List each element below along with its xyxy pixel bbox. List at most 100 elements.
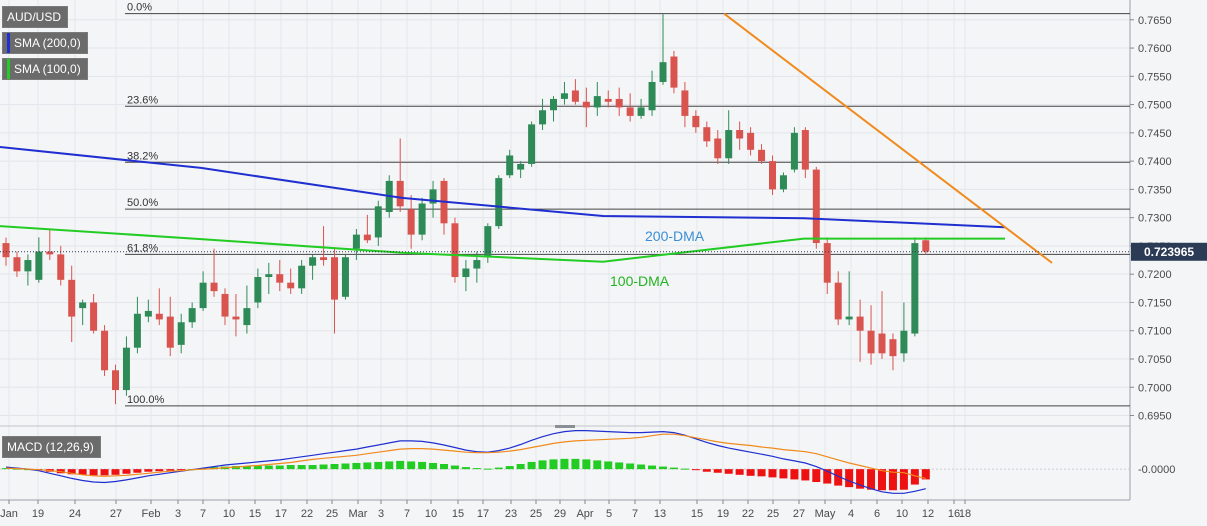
candle-body bbox=[823, 243, 831, 283]
x-tick-label: 19 bbox=[32, 508, 44, 520]
macd-histogram-bar bbox=[626, 463, 635, 470]
macd-histogram-bar bbox=[67, 469, 76, 475]
macd-histogram-bar bbox=[494, 467, 503, 470]
macd-histogram-bar bbox=[910, 469, 919, 485]
candle-body bbox=[604, 98, 612, 102]
symbol-text: AUD/USD bbox=[7, 10, 62, 24]
x-tick-label: 18 bbox=[959, 508, 971, 520]
sma200-legend: SMA (200,0) bbox=[2, 32, 88, 54]
macd-histogram-bar bbox=[144, 469, 153, 472]
x-tick-label: 13 bbox=[654, 508, 666, 520]
candle-body bbox=[834, 282, 842, 320]
x-tick-label: 7 bbox=[200, 508, 206, 520]
candle-body bbox=[46, 251, 54, 255]
macd-histogram-bar bbox=[264, 465, 273, 470]
fib-level-label: 50.0% bbox=[127, 197, 158, 209]
candle-body bbox=[133, 313, 141, 348]
macd-histogram-bar bbox=[122, 469, 131, 474]
candle-body bbox=[714, 138, 722, 159]
macd-histogram-bar bbox=[648, 465, 657, 470]
x-tick-label: 19 bbox=[717, 508, 729, 520]
sma200-legend-text: SMA (200,0) bbox=[14, 36, 81, 50]
y-tick-label: 0.7300 bbox=[1138, 213, 1172, 225]
candle-body bbox=[418, 203, 426, 235]
x-tick-label: 17 bbox=[275, 508, 287, 520]
candle-body bbox=[539, 110, 547, 125]
y-tick-label: 0.7200 bbox=[1138, 269, 1172, 281]
candle-body bbox=[331, 257, 338, 300]
candle-body bbox=[484, 226, 492, 258]
macd-histogram-bar bbox=[308, 465, 317, 470]
candle-body bbox=[68, 279, 76, 317]
macd-histogram-bar bbox=[823, 469, 832, 484]
y-tick-label: 0.7500 bbox=[1138, 100, 1172, 112]
macd-histogram-bar bbox=[363, 462, 372, 470]
candle-body bbox=[736, 130, 744, 139]
candle-body bbox=[112, 370, 119, 391]
dma200-line bbox=[0, 146, 1006, 229]
x-tick-label: Feb bbox=[142, 508, 161, 520]
candle-body bbox=[758, 149, 766, 162]
macd-histogram-bar bbox=[582, 459, 591, 470]
candle-body bbox=[407, 209, 415, 235]
candle-body bbox=[681, 90, 689, 116]
y-tick-label: 0.7650 bbox=[1138, 15, 1172, 27]
macd-histogram-bar bbox=[330, 464, 339, 470]
macd-histogram-bar bbox=[429, 462, 438, 470]
candle-body bbox=[144, 310, 152, 317]
y-tick-label: 0.7600 bbox=[1138, 43, 1172, 55]
candle-body bbox=[550, 98, 557, 111]
macd-histogram-bar bbox=[538, 460, 547, 470]
candle-body bbox=[582, 101, 590, 108]
candle-body bbox=[769, 161, 776, 190]
candle-body bbox=[703, 127, 711, 142]
candle-body bbox=[593, 96, 601, 108]
candle-body bbox=[571, 90, 579, 102]
macd-histogram-bar bbox=[319, 464, 328, 470]
x-tick-label: 5 bbox=[606, 508, 612, 520]
x-tick-label: 12 bbox=[922, 508, 934, 520]
candle-body bbox=[166, 316, 174, 348]
candle-body bbox=[812, 169, 820, 244]
candle-body bbox=[648, 81, 656, 111]
macd-histogram-bar bbox=[341, 463, 350, 470]
candle-body bbox=[462, 268, 470, 278]
candle-body bbox=[232, 316, 240, 320]
x-tick-label: 7 bbox=[632, 508, 638, 520]
candle-body bbox=[122, 347, 130, 391]
macd-histogram-bar bbox=[275, 465, 284, 470]
y-tick-label: 0.7350 bbox=[1138, 184, 1172, 196]
macd-histogram-bar bbox=[834, 469, 843, 486]
x-tick-label: Jan bbox=[0, 508, 18, 520]
macd-histogram-bar bbox=[297, 465, 306, 470]
candle-body bbox=[254, 277, 262, 303]
y-tick-label: 0.7050 bbox=[1138, 354, 1172, 366]
macd-histogram-bar bbox=[680, 468, 689, 470]
candle-body bbox=[177, 322, 185, 345]
y-tick-label: 0.7100 bbox=[1138, 326, 1172, 338]
dma100-annotation: 100-DMA bbox=[610, 273, 670, 289]
macd-histogram-bar bbox=[418, 461, 427, 470]
signal-line bbox=[5, 433, 926, 479]
x-tick-label: Apr bbox=[576, 508, 593, 520]
macd-histogram-bar bbox=[790, 469, 799, 480]
current-price-tag bbox=[1131, 242, 1207, 261]
candle-body bbox=[13, 257, 21, 272]
y-tick-label: 0.7150 bbox=[1138, 297, 1172, 309]
macd-histogram-bar bbox=[801, 469, 810, 481]
macd-histogram-bar bbox=[516, 464, 525, 470]
x-tick-label: 10 bbox=[223, 508, 235, 520]
macd-legend: MACD (12,26,9) bbox=[2, 436, 101, 458]
candle-body bbox=[922, 240, 930, 252]
macd-histogram-bar bbox=[691, 469, 700, 471]
candle-body bbox=[889, 339, 897, 357]
macd-histogram-bar bbox=[724, 469, 733, 474]
macd-histogram-bar bbox=[385, 461, 394, 470]
candle-body bbox=[637, 107, 645, 116]
macd-histogram-bar bbox=[845, 469, 854, 488]
macd-histogram-bar bbox=[505, 466, 514, 470]
candle-body bbox=[878, 333, 886, 354]
macd-histogram-bar bbox=[78, 469, 87, 475]
